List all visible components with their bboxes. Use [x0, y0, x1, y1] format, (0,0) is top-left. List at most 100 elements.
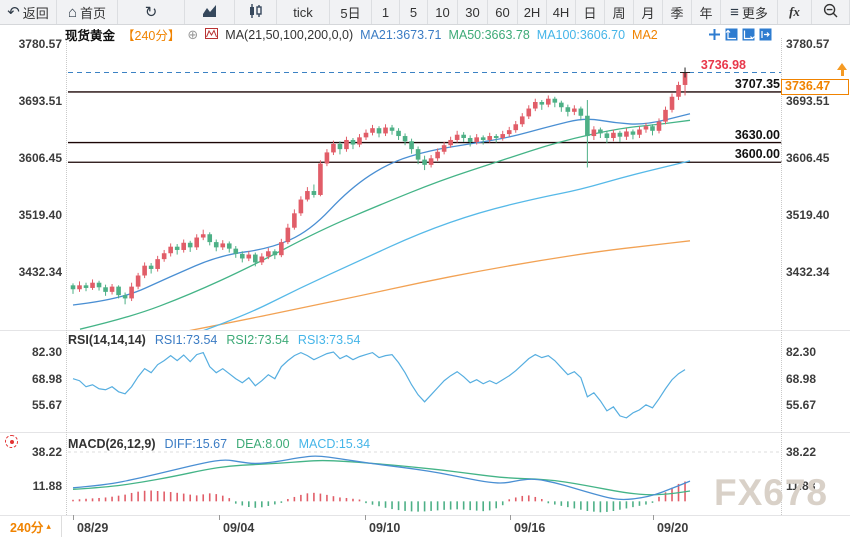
alert-arrow-icon[interactable] — [836, 63, 848, 77]
toolbar-m10-button[interactable]: 10 — [428, 0, 458, 24]
toolbar-year-button[interactable]: 年 — [692, 0, 721, 24]
toolbar-h4-button[interactable]: 4H — [547, 0, 576, 24]
date-tick-mark — [73, 515, 74, 520]
date-axis-label: 09/20 — [657, 521, 689, 535]
date-tick-mark — [653, 515, 654, 520]
period-selector[interactable]: 240分 ▴ — [0, 516, 62, 537]
toolbar-area-chart[interactable] — [185, 0, 235, 24]
home-icon: ⌂ — [67, 3, 78, 21]
toolbar-label: 30 — [465, 4, 480, 20]
toolbar-kline-chart[interactable] — [235, 0, 277, 24]
date-axis-label: 09/16 — [514, 521, 546, 535]
rsi-chart[interactable] — [68, 332, 782, 430]
ma100-value: MA100:3606.70 — [536, 27, 626, 42]
toolbar-label: 年 — [699, 5, 713, 21]
rsi-axis-tick: 82.30 — [786, 345, 817, 359]
toolbar-m30-button[interactable]: 30 — [458, 0, 488, 24]
main-chart-legend: 现货黄金 【240分】 ⊕ MA(21,50,100,200,0,0) MA21… — [65, 26, 850, 43]
price-axis-tick: 3780.57 — [786, 37, 830, 51]
date-tick-mark — [219, 515, 220, 520]
watermark: FX678 — [714, 472, 829, 513]
toolbar-m60-button[interactable]: 60 — [488, 0, 518, 24]
rsi1-value: RSI1:73.54 — [154, 333, 218, 347]
toolbar-more[interactable]: ≡ 更多 — [721, 0, 778, 24]
toolbar-tick-button[interactable]: tick — [277, 0, 330, 24]
toolbar: ↶ 返回 ⌂ 首页 ↻ tick 5日 1 5 10 30 60 2H 4H 日周月季年 ≡ 更多 fx — [0, 0, 850, 25]
rsi-axis-tick: 68.98 — [31, 371, 62, 386]
diff-value: DIFF:15.67 — [164, 437, 228, 451]
toolbar-m5-button[interactable]: 5 — [400, 0, 428, 24]
panel-divider — [0, 515, 850, 516]
macd-title[interactable]: MACD(26,12,9) — [68, 437, 156, 451]
refresh-icon: ↻ — [144, 3, 158, 21]
macd-value: MACD:15.34 — [298, 437, 371, 451]
fit-horizontal-icon[interactable] — [742, 28, 755, 41]
panel-divider — [0, 330, 850, 331]
rsi-axis-tick: 55.67 — [31, 398, 62, 413]
date-axis-label: 09/10 — [369, 521, 401, 535]
price-axis-tick: 3432.34 — [786, 265, 830, 279]
period-selector-label: 240分 — [10, 521, 44, 535]
toolbar-label: 季 — [670, 5, 684, 21]
toolbar-zoom-out[interactable] — [812, 0, 850, 24]
toolbar-day-button[interactable]: 日 — [576, 0, 605, 24]
toolbar-home[interactable]: ⌂ 首页 — [57, 0, 118, 24]
rsi-title[interactable]: RSI(14,14,14) — [68, 333, 146, 347]
rsi2-value: RSI2:73.54 — [226, 333, 289, 347]
kline-style-icon[interactable] — [205, 27, 219, 42]
toolbar-label: 首页 — [80, 5, 107, 21]
rsi-axis-tick: 68.98 — [786, 371, 817, 386]
rsi3-value: RSI3:73.54 — [297, 333, 361, 347]
ma-settings-label[interactable]: MA(21,50,100,200,0,0) — [225, 27, 354, 42]
toolbar-month-button[interactable]: 月 — [634, 0, 663, 24]
panel-divider — [0, 432, 850, 433]
toolbar-label: 日 — [583, 5, 597, 21]
toolbar-label: fx — [789, 4, 800, 19]
date-axis-label: 08/29 — [77, 521, 109, 535]
shift-right-icon[interactable] — [759, 28, 772, 41]
fit-vertical-icon[interactable] — [725, 28, 738, 41]
period-label[interactable]: 【240分】 — [122, 29, 181, 43]
ma21-value: MA21:3673.71 — [360, 27, 442, 42]
macd-chart[interactable] — [68, 436, 782, 518]
date-tick-mark — [510, 515, 511, 520]
price-axis-tick: 3780.57 — [18, 37, 62, 51]
toolbar-label: 5 — [409, 4, 418, 20]
area-chart-icon — [202, 4, 218, 21]
toolbar-5d-button[interactable]: 5日 — [330, 0, 372, 24]
toolbar-label: 10 — [435, 4, 450, 20]
symbol-name: 现货黄金 — [65, 29, 116, 43]
toolbar-label: 1 — [381, 4, 390, 20]
toolbar-quarter-button[interactable]: 季 — [663, 0, 692, 24]
toolbar-label: 2H — [523, 4, 541, 20]
macd-axis-tick: 11.88 — [32, 478, 62, 493]
toolbar-label: 5日 — [340, 5, 361, 21]
macd-axis-tick: 11.88 — [786, 478, 816, 493]
move-crosshair-icon[interactable] — [708, 28, 721, 41]
add-indicator-icon[interactable]: ⊕ — [187, 26, 199, 42]
alert-alarm-icon[interactable] — [5, 435, 18, 448]
toolbar-label: 月 — [641, 5, 655, 21]
toolbar-label: 返回 — [22, 5, 49, 21]
right-axis-guide — [781, 38, 782, 515]
left-axis-guide — [66, 38, 67, 515]
alert-price-label: 3736.98 — [700, 57, 746, 72]
current-price-tag: 3736.47 — [781, 79, 849, 95]
ma50-value: MA50:3663.78 — [448, 27, 530, 42]
toolbar-fx-button[interactable]: fx — [778, 0, 812, 24]
price-axis-tick: 3606.45 — [18, 151, 62, 165]
main-candlestick-chart[interactable] — [68, 38, 782, 330]
level-price-label: 3630.00 — [734, 127, 780, 142]
toolbar-label: tick — [293, 4, 313, 20]
menu-icon: ≡ — [730, 3, 739, 21]
toolbar-week-button[interactable]: 周 — [605, 0, 634, 24]
toolbar-label: 更多 — [741, 5, 768, 21]
chevron-up-icon: ▴ — [46, 521, 51, 531]
dea-value: DEA:8.00 — [236, 437, 290, 451]
candlestick-icon — [248, 3, 263, 21]
toolbar-m1-button[interactable]: 1 — [372, 0, 400, 24]
toolbar-back[interactable]: ↶ 返回 — [0, 0, 57, 24]
price-axis-tick: 3693.51 — [18, 94, 62, 108]
toolbar-h2-button[interactable]: 2H — [518, 0, 547, 24]
toolbar-refresh[interactable]: ↻ — [118, 0, 185, 24]
